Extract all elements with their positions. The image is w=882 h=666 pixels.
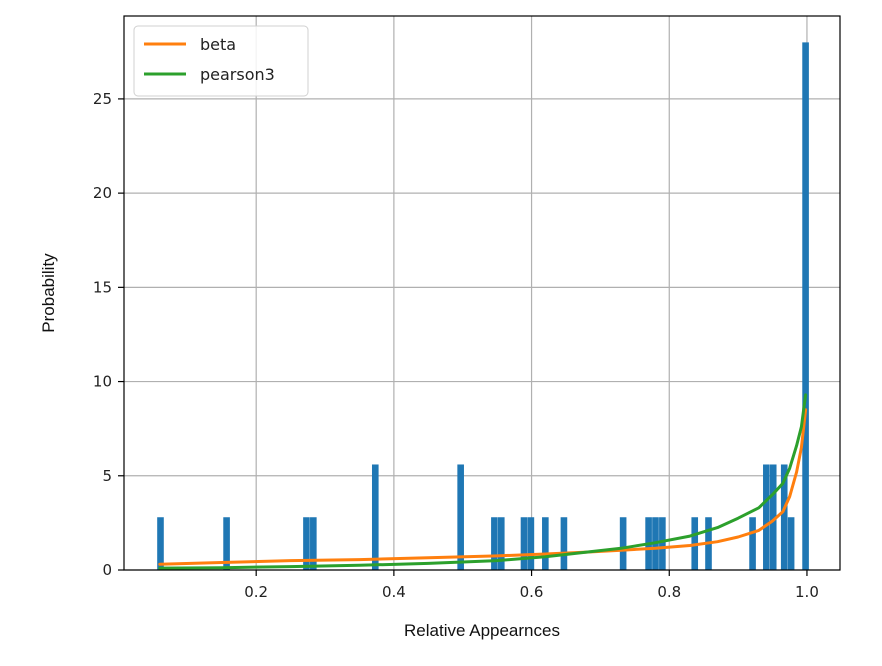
histogram-bar: [763, 464, 770, 570]
histogram-bar: [749, 517, 756, 570]
x-tick-label: 0.4: [382, 583, 406, 601]
legend-label-beta: beta: [200, 35, 236, 54]
histogram-bar: [497, 517, 505, 570]
histogram-bar: [310, 517, 317, 570]
histogram-bar: [787, 517, 795, 570]
histogram-bar: [520, 517, 528, 570]
histogram-bar: [371, 464, 379, 570]
histogram-bars: [157, 42, 809, 570]
x-tick-label: 0.8: [657, 583, 681, 601]
y-axis-label: Probability: [39, 253, 58, 333]
histogram-bar: [780, 464, 788, 570]
x-tick-label: 0.2: [244, 583, 268, 601]
x-axis-label: Relative Appearnces: [404, 621, 560, 640]
histogram-bar: [303, 517, 310, 570]
histogram-bar: [560, 517, 568, 570]
histogram-bar: [619, 517, 627, 570]
histogram-bar: [491, 517, 498, 570]
y-tick-label: 15: [93, 278, 112, 296]
histogram-bar: [527, 517, 535, 570]
y-tick-label: 25: [93, 90, 112, 108]
histogram-bar: [223, 517, 230, 570]
series-line-beta: [158, 408, 808, 566]
legend: beta pearson3: [133, 25, 309, 97]
series-line-pearson3: [158, 393, 808, 570]
histogram-bar: [802, 42, 809, 570]
x-tick-label: 0.6: [520, 583, 544, 601]
y-tick-label: 0: [102, 561, 112, 579]
histogram-bar: [542, 517, 549, 570]
plot-frame: [123, 15, 841, 571]
grid: [124, 16, 840, 571]
x-tick-label: 1.0: [795, 583, 819, 601]
histogram-bar: [157, 517, 164, 570]
histogram-bar: [457, 464, 464, 570]
y-tick-label: 20: [93, 184, 112, 202]
y-tick-label: 10: [93, 373, 112, 391]
legend-label-pearson3: pearson3: [200, 65, 275, 84]
axis-ticks: 0.2 0.4 0.6 0.8 1.0 0 5 10 15 20 25: [93, 90, 819, 601]
series-lines: [158, 393, 808, 570]
y-tick-label: 5: [102, 467, 112, 485]
histogram-bar: [769, 464, 777, 570]
histogram-bar: [659, 517, 666, 570]
